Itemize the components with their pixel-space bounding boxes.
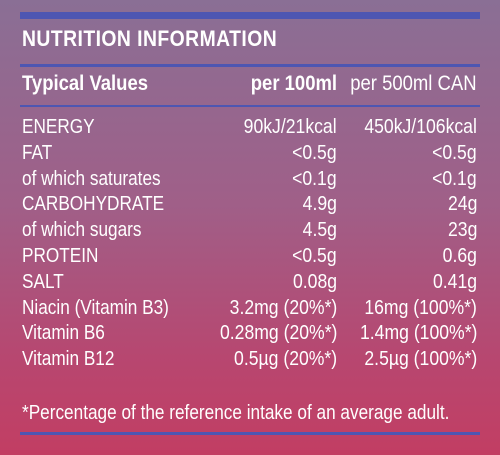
row-name: ENERGY: [22, 116, 95, 138]
row-per-100ml: <0.5g: [292, 141, 337, 164]
top-rule: [20, 12, 480, 19]
table-header: Typical Values per 100ml per 500ml CAN: [22, 72, 477, 102]
row-name: Vitamin B6: [22, 322, 105, 345]
row-per-can: 450kJ/106kcal: [364, 116, 477, 138]
footnote: *Percentage of the reference intake of a…: [22, 402, 450, 424]
row-per-can: 2.5µg (100%*): [364, 348, 477, 371]
title-divider: [20, 64, 480, 67]
table-row: Vitamin B12 0.5µg (20%*) 2.5µg (100%*): [22, 347, 477, 373]
row-per-100ml: 0.28mg (20%*): [219, 322, 337, 345]
header-per-100ml: per 100ml: [250, 72, 337, 95]
table-row: of which saturates <0.1g <0.1g: [22, 167, 477, 193]
row-per-100ml: 4.9g: [302, 193, 337, 216]
row-per-100ml: 90kJ/21kcal: [244, 116, 337, 138]
table-row: SALT 0.08g 0.41g: [22, 270, 477, 296]
row-per-100ml: 4.5g: [302, 219, 337, 242]
row-per-can: 16mg (100%*): [364, 296, 477, 319]
row-name: of which saturates: [22, 167, 161, 190]
row-per-100ml: <0.5g: [292, 244, 337, 267]
row-per-100ml: 3.2mg (20%*): [229, 296, 337, 319]
row-per-100ml: <0.1g: [292, 167, 337, 190]
table-row: FAT <0.5g <0.5g: [22, 141, 477, 167]
row-per-can: <0.1g: [432, 167, 477, 190]
row-per-can: 0.41g: [432, 270, 477, 293]
table-row: of which sugars 4.5g 23g: [22, 218, 477, 244]
row-per-can: <0.5g: [432, 141, 477, 164]
table-row: Vitamin B6 0.28mg (20%*) 1.4mg (100%*): [22, 321, 477, 347]
row-per-can: 24g: [447, 193, 477, 216]
panel-title: NUTRITION INFORMATION: [22, 26, 278, 51]
table-row: CARBOHYDRATE 4.9g 24g: [22, 192, 477, 218]
row-name: Vitamin B12: [22, 348, 115, 371]
header-typical-values: Typical Values: [22, 72, 149, 95]
header-divider: [20, 105, 480, 107]
nutrition-table: ENERGY 90kJ/21kcal 450kJ/106kcal FAT <0.…: [22, 115, 477, 373]
row-name: of which sugars: [22, 219, 142, 242]
bottom-rule: [20, 432, 480, 435]
table-row: PROTEIN <0.5g 0.6g: [22, 244, 477, 270]
row-name: CARBOHYDRATE: [22, 193, 165, 216]
row-name: FAT: [22, 141, 53, 164]
row-per-can: 23g: [447, 219, 477, 242]
row-per-100ml: 0.5µg (20%*): [233, 348, 337, 371]
row-per-100ml: 0.08g: [292, 270, 337, 293]
row-name: SALT: [22, 270, 64, 293]
row-per-can: 1.4mg (100%*): [359, 322, 477, 345]
table-row: Niacin (Vitamin B3) 3.2mg (20%*) 16mg (1…: [22, 296, 477, 322]
row-name: PROTEIN: [22, 244, 99, 267]
row-name: Niacin (Vitamin B3): [22, 296, 169, 319]
row-per-can: 0.6g: [442, 244, 477, 267]
table-row: ENERGY 90kJ/21kcal 450kJ/106kcal: [22, 115, 477, 141]
header-per-can: per 500ml CAN: [350, 72, 477, 95]
